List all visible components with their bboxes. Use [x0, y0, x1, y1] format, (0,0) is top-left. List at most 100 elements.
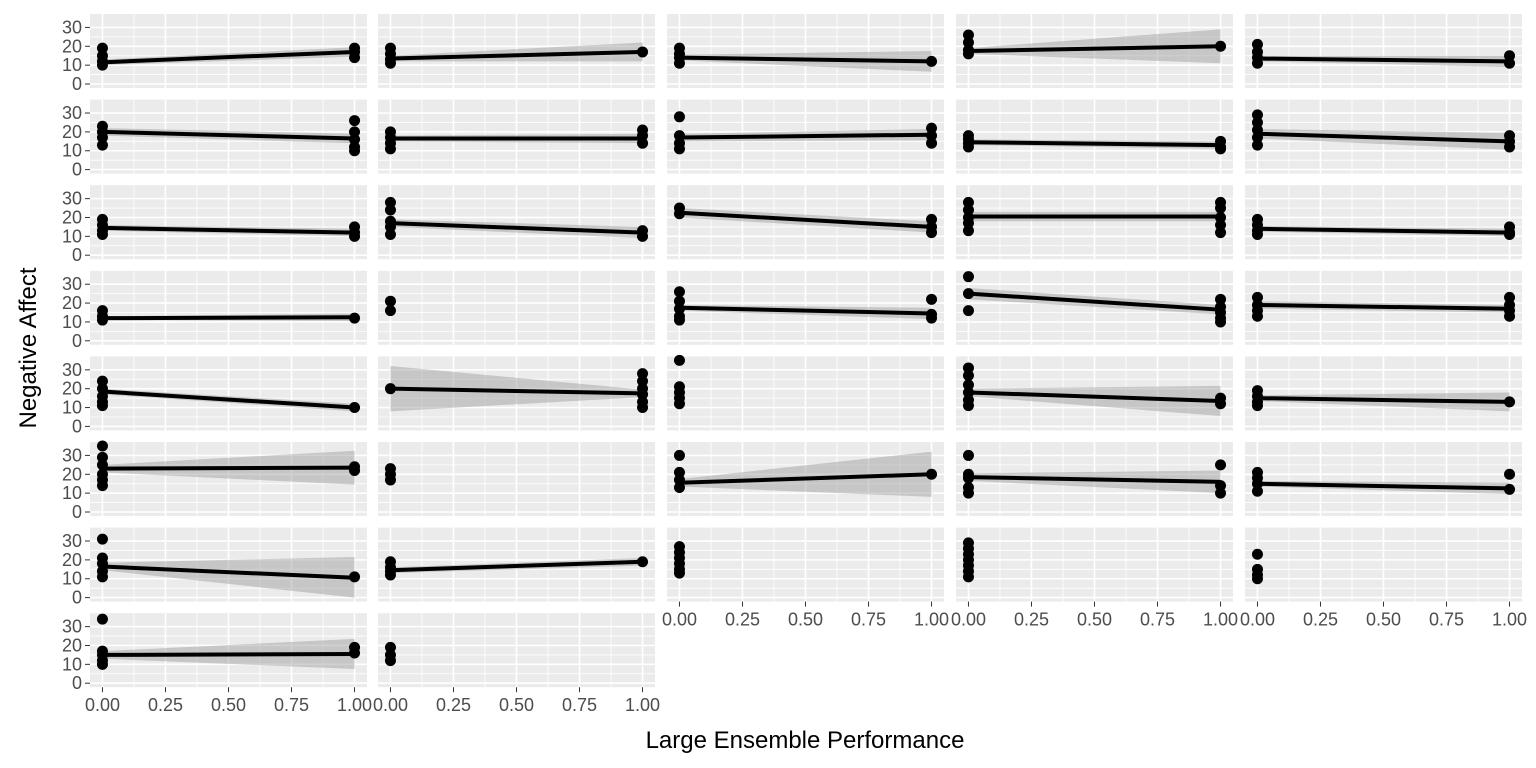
- x-tick-label: 0.00: [951, 610, 986, 630]
- x-tick-label: 1.00: [337, 695, 372, 715]
- panel-29: [956, 442, 1233, 516]
- data-point: [962, 29, 974, 41]
- data-point: [637, 368, 649, 380]
- panel-13: [667, 185, 944, 260]
- y-tick-label: 0: [72, 416, 82, 436]
- data-point: [673, 398, 685, 410]
- data-point: [1251, 291, 1263, 303]
- x-tick-label: 1.00: [625, 695, 660, 715]
- data-point: [96, 571, 108, 583]
- y-tick-label: 30: [62, 617, 82, 637]
- data-point: [926, 293, 938, 305]
- data-point: [96, 613, 108, 625]
- fit-line: [679, 472, 932, 485]
- panel-37: 0.00 0.25 0.50 0.75 1.00: [373, 613, 660, 715]
- y-tick-label: 10: [62, 55, 82, 75]
- data-point: [1215, 202, 1227, 214]
- data-point: [673, 481, 685, 493]
- x-tick-label: 0.00: [85, 695, 120, 715]
- data-point: [673, 286, 685, 298]
- panel-3: [667, 14, 944, 88]
- fit-line: [390, 559, 643, 573]
- data-point: [926, 137, 938, 149]
- y-tick-label: 30: [62, 360, 82, 380]
- y-tick-label: 30: [62, 274, 82, 294]
- x-tick-label: 0.50: [1077, 610, 1112, 630]
- data-point: [962, 217, 974, 229]
- data-point: [962, 571, 974, 583]
- panel-23: [667, 354, 944, 431]
- data-point: [96, 400, 108, 412]
- panel-15: [1245, 185, 1522, 260]
- data-point: [926, 312, 938, 324]
- panel-20: [1245, 270, 1522, 345]
- data-point: [926, 227, 938, 239]
- fit-line: [102, 225, 355, 235]
- fit-line: [1257, 481, 1510, 491]
- y-tick-label: 20: [62, 293, 82, 313]
- y-tick-label: 0: [72, 160, 82, 180]
- data-point: [673, 314, 685, 326]
- data-point: [384, 196, 396, 208]
- data-point: [673, 57, 685, 69]
- panel-35: 0.00 0.25 0.50 0.75 1.00: [1240, 527, 1527, 630]
- x-tick-label: 1.00: [914, 610, 949, 630]
- panel-14: [956, 185, 1233, 260]
- data-point: [1504, 468, 1516, 480]
- data-point: [96, 533, 108, 545]
- data-point: [962, 196, 974, 208]
- data-point: [96, 228, 108, 240]
- y-tick-label: 10: [62, 569, 82, 589]
- data-point: [1215, 293, 1227, 305]
- panel-9: [956, 99, 1233, 174]
- data-point: [96, 480, 108, 492]
- x-tick-label: 0.75: [274, 695, 309, 715]
- data-point: [1504, 310, 1516, 322]
- x-tick-label: 1.00: [1492, 610, 1527, 630]
- data-point: [1215, 219, 1227, 231]
- x-tick-label: 0.25: [1014, 610, 1049, 630]
- x-tick-label: 0.00: [373, 695, 408, 715]
- panel-25: [1245, 356, 1522, 431]
- data-point: [1504, 291, 1516, 303]
- data-point: [1251, 400, 1263, 412]
- fit-line: [679, 55, 932, 64]
- data-point: [349, 52, 361, 64]
- y-tick-label: 0: [72, 74, 82, 94]
- y-tick-label: 20: [62, 550, 82, 570]
- data-point: [926, 122, 938, 134]
- panel-10: [1245, 99, 1522, 174]
- data-point: [384, 228, 396, 240]
- data-point: [96, 658, 108, 670]
- confidence-band: [968, 29, 1221, 64]
- fit-line: [679, 210, 932, 229]
- y-tick-label: 30: [62, 445, 82, 465]
- data-point: [1251, 109, 1263, 121]
- panel-8: [667, 99, 944, 174]
- x-tick-label: 0.75: [562, 695, 597, 715]
- x-tick-label: 0.75: [851, 610, 886, 630]
- data-point: [637, 375, 649, 387]
- y-tick-label: 30: [62, 189, 82, 209]
- data-point: [1251, 573, 1263, 585]
- y-tick-label: 0: [72, 588, 82, 608]
- panel-5: [1245, 14, 1522, 88]
- fit-line: [968, 390, 1221, 403]
- data-point: [962, 362, 974, 374]
- data-point: [1251, 139, 1263, 151]
- y-tick-label: 0: [72, 331, 82, 351]
- data-point: [1251, 228, 1263, 240]
- data-point: [384, 474, 396, 486]
- confidence-band: [390, 366, 643, 412]
- data-point: [673, 567, 685, 579]
- y-tick-label: 30: [62, 103, 82, 123]
- data-point: [962, 305, 974, 317]
- y-tick-label: 20: [62, 207, 82, 227]
- panel-33: 0.00 0.25 0.50 0.75 1.00: [662, 527, 949, 630]
